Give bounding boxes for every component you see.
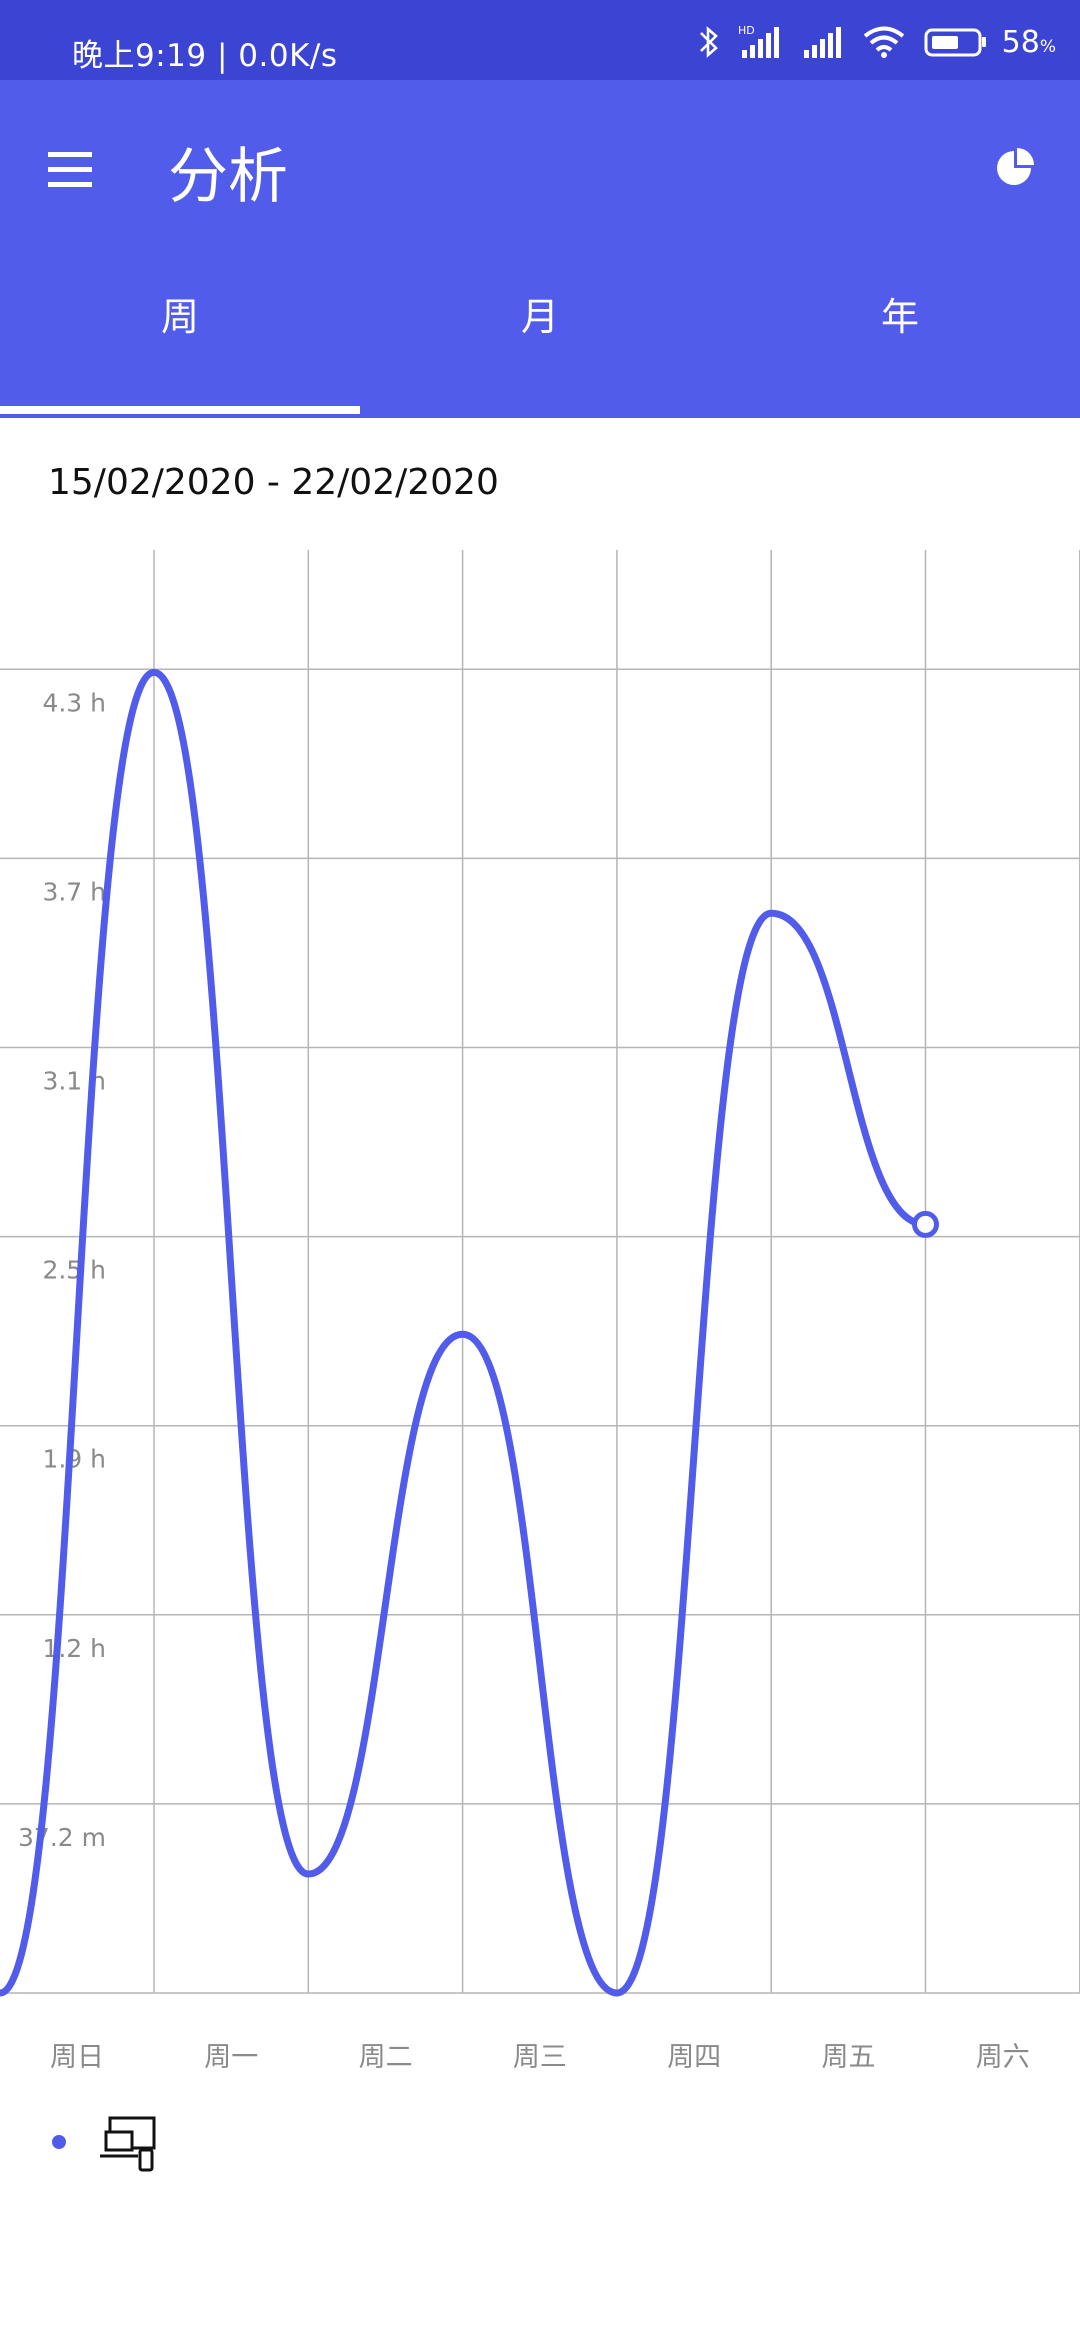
menu-icon[interactable] (42, 140, 102, 200)
y-tick-label: 1.9 h (42, 1445, 106, 1474)
date-range: 15/02/2020 - 22/02/2020 (48, 462, 499, 503)
tab-week-label: 周 (160, 295, 199, 339)
status-bar: 晚上9:19 | 0.0K/s HD (0, 0, 1080, 80)
bluetooth-icon (699, 26, 718, 58)
battery-value: 58 (1001, 24, 1040, 60)
x-tick-label: 周日 (50, 2042, 104, 2073)
y-tick-label: 4.3 h (42, 688, 106, 717)
series-line (0, 668, 929, 1997)
x-tick-label: 周五 (822, 2042, 876, 2073)
legend-dot (52, 2135, 66, 2149)
tab-week[interactable]: 周 (0, 295, 360, 418)
tab-indicator (0, 406, 360, 414)
wifi-icon (863, 26, 904, 58)
x-tick-label: 周四 (667, 2042, 721, 2073)
x-tick-label: 周二 (359, 2042, 413, 2073)
battery-percent: 58% (1002, 25, 1056, 60)
svg-text:HD: HD (738, 24, 755, 37)
hd-signal-icon: HD (738, 24, 779, 58)
pie-chart-icon[interactable] (990, 142, 1038, 190)
usage-chart: 4.3 h 3.7 h 3.1 h 2.5 h 1.9 h 1.2 h 37.2 m 周日 周一… (0, 550, 1080, 2080)
legend (52, 2112, 158, 2172)
y-tick-label: 1.2 h (42, 1634, 106, 1663)
usage-chart-svg: 4.3 h3.7 h3.1 h2.5 h1.9 h1.2 h37.2 m周日 周一… (0, 550, 1080, 2073)
y-tick-label: 37.2 m (18, 1823, 106, 1852)
battery-unit: % (1039, 36, 1056, 57)
y-tick-label: 3.7 h (42, 877, 106, 906)
devices-icon[interactable] (98, 2112, 158, 2172)
x-tick-label: 周六 (976, 2042, 1030, 2073)
status-time: 晚上9:19 | 0.0K/s (72, 38, 338, 74)
tab-month-label: 月 (520, 295, 559, 339)
tab-year[interactable]: 年 (720, 295, 1080, 418)
tab-year-label: 年 (880, 295, 919, 339)
app-bar: 分析 周 月 年 (0, 80, 1080, 418)
x-tick-label: 周一 (204, 2042, 258, 2073)
last-point-marker (912, 1210, 939, 1238)
battery-icon (924, 28, 986, 57)
tab-bar: 周 月 年 (0, 295, 1080, 418)
signal-icon (803, 27, 841, 58)
y-tick-label: 2.5 h (42, 1256, 106, 1285)
page-title: 分析 (168, 142, 288, 212)
status-icons: HD 58% (698, 24, 1056, 60)
x-tick-label: 周三 (513, 2042, 567, 2073)
tab-month[interactable]: 月 (360, 295, 720, 418)
